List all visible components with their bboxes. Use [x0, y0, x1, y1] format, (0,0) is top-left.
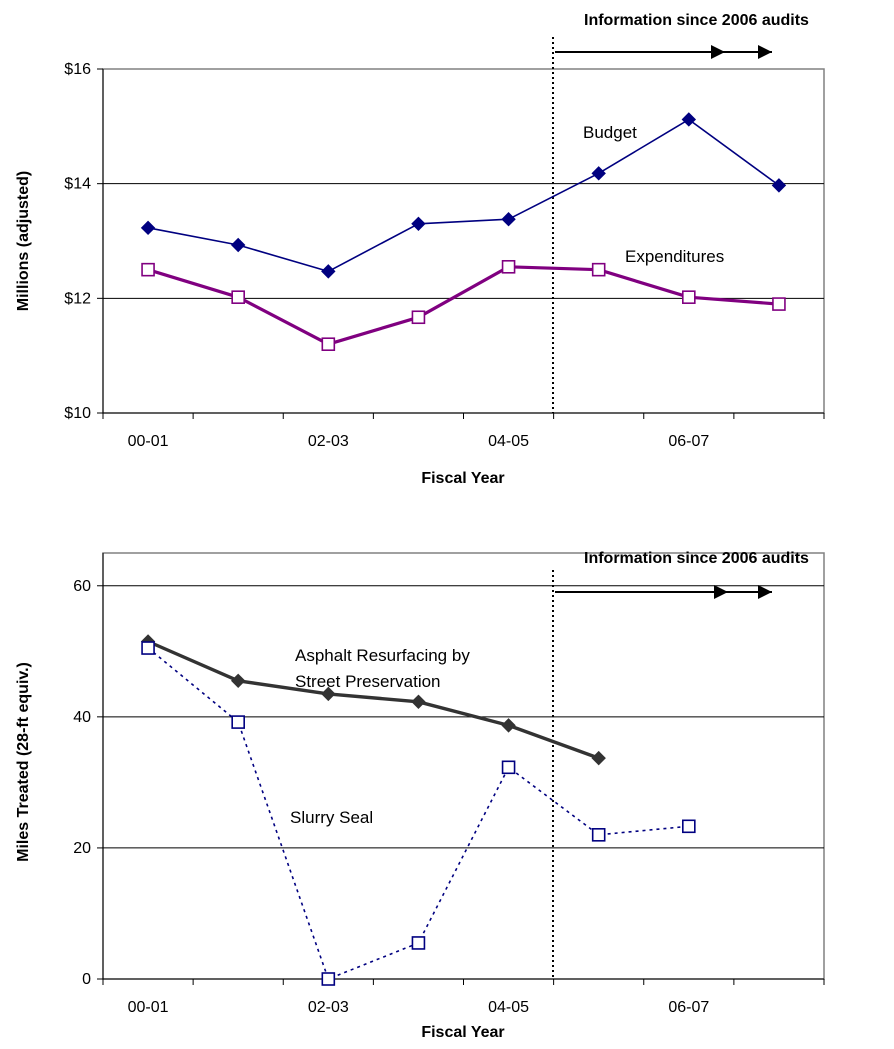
plot-frame: [102, 68, 825, 414]
x-tick-label: 04-05: [488, 999, 529, 1016]
series-label: Expenditures: [625, 247, 724, 266]
data-point: [141, 641, 155, 655]
audit-annotation: Information since 2006 audits: [584, 550, 809, 567]
data-point: [141, 262, 155, 277]
x-tick-label: 02-03: [308, 433, 349, 450]
data-point: [772, 297, 786, 311]
series-line: [147, 639, 600, 760]
data-point: [321, 337, 336, 352]
y-tick-label: 60: [73, 578, 91, 595]
series-label: Budget: [583, 123, 637, 142]
y-axis-title: Millions (adjusted): [15, 171, 32, 311]
y-tick-label: $16: [64, 61, 91, 78]
data-point: [411, 694, 426, 709]
series-line: [147, 118, 780, 273]
data-point: [411, 936, 426, 950]
data-point: [771, 178, 787, 193]
data-point: [501, 212, 516, 227]
series-label: Slurry Seal: [290, 808, 373, 827]
data-point: [321, 686, 336, 702]
data-point: [501, 259, 516, 274]
x-tick-label: 04-05: [488, 433, 529, 450]
y-tick-label: 40: [73, 709, 91, 726]
data-point: [411, 310, 426, 325]
data-point: [140, 220, 156, 236]
data-point: [682, 819, 696, 834]
arrowhead-icon: [758, 585, 772, 599]
y-tick-label: $10: [64, 405, 91, 422]
x-tick-label: 00-01: [128, 433, 169, 450]
data-point: [501, 718, 516, 733]
x-axis-title: Fiscal Year: [421, 1024, 504, 1041]
y-axis-title: Miles Treated (28-ft equiv.): [15, 662, 32, 862]
arrowhead-icon: [758, 45, 772, 59]
x-axis-title: Fiscal Year: [421, 470, 504, 487]
data-point: [591, 166, 606, 181]
data-point: [591, 750, 606, 766]
data-point: [230, 673, 246, 689]
data-point: [501, 760, 516, 775]
x-tick-label: 06-07: [668, 999, 709, 1016]
data-point: [321, 972, 336, 986]
series-label: Street Preservation: [295, 672, 441, 691]
arrowhead-icon: [711, 45, 725, 59]
y-tick-label: 20: [73, 840, 91, 857]
data-point: [231, 715, 245, 729]
data-point: [231, 290, 245, 304]
data-point: [682, 290, 696, 304]
data-point: [411, 216, 426, 232]
chart-1: $10 $12 $14 $16 00-01 02-03 04-05 06-07 Fiscal Y…: [15, 12, 825, 487]
data-point: [230, 237, 246, 253]
y-tick-label: $12: [64, 290, 91, 307]
x-tick-label: 06-07: [668, 433, 709, 450]
y-tick-label: $14: [64, 176, 91, 193]
x-tick-label: 00-01: [128, 999, 169, 1016]
data-point: [591, 828, 606, 842]
plot-frame: [102, 552, 825, 980]
y-tick-label: 0: [82, 971, 91, 988]
series-label: Asphalt Resurfacing by: [295, 646, 470, 665]
data-point: [591, 262, 606, 277]
chart-2: 0 20 40 60 00-01 02-03 04-05 06-07 Fiscal Year Mi…: [15, 550, 825, 1041]
x-tick-label: 02-03: [308, 999, 349, 1016]
data-point: [681, 112, 697, 127]
data-point: [321, 264, 336, 279]
audit-annotation: Information since 2006 audits: [584, 12, 809, 29]
arrowhead-icon: [714, 585, 728, 599]
series-line: [147, 265, 780, 346]
